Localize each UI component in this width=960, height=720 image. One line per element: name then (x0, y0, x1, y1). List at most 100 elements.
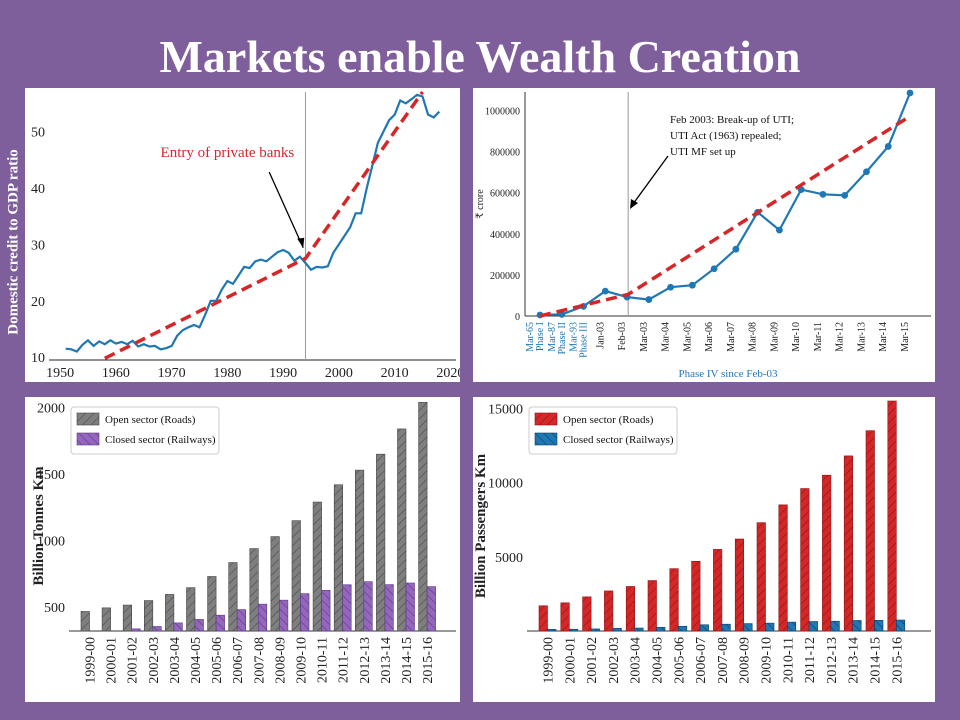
passenger-x-tick-label: 2014-15 (869, 637, 884, 684)
passenger-bar-railways (895, 619, 906, 632)
freight-x-tick-label: 2006-07 (231, 637, 246, 684)
passenger-x-tick-label: 2000-01 (563, 637, 578, 684)
credit-ratio-line (65, 93, 441, 353)
passenger-bar-roads (560, 602, 570, 632)
passenger-bar-roads (734, 538, 745, 632)
mf-aum-point (884, 143, 892, 150)
passenger-bar-railways (874, 620, 884, 632)
passenger-bar-roads (843, 455, 854, 632)
passenger-bar-railways (830, 620, 840, 632)
passenger-bar-railways (699, 624, 709, 632)
passenger-x-tick-label: 2002-03 (607, 637, 622, 684)
freight-bar-roads (186, 587, 196, 632)
mf-annotation-line: UTI MF set up (670, 146, 736, 158)
freight-bar-roads (144, 600, 154, 632)
passenger-bar-roads (669, 568, 679, 632)
mf-x-tick-label: Mar-13 (856, 322, 867, 352)
passenger-x-tick-label: 2011-12 (803, 637, 818, 683)
credit-ratio-svg: 1950 1960 1970 1980 1990 2000 2010 2020 10 20 30 40… (31, 90, 460, 381)
freight-bar-roads (418, 402, 428, 632)
mf-x-tick-label: Mar-11 (813, 322, 824, 351)
freight-x-tick-label: 2011-12 (337, 637, 352, 683)
mf-aum-point (863, 168, 870, 176)
passenger-bar-roads (800, 488, 810, 632)
mf-x-axis-label: Phase IV since Feb-03 (678, 368, 778, 380)
freight-bar-railways (342, 584, 352, 632)
freight-bar-railways (173, 622, 183, 632)
passenger-bar-railways (612, 628, 622, 632)
passenger-legend-label: Open sector (Roads) (563, 414, 654, 426)
passenger-x-tick-label: 2008-09 (738, 637, 753, 684)
passenger-bar-roads (887, 400, 897, 632)
mf-aum-point (667, 283, 674, 291)
mf-y-tick-label: 0 (515, 312, 520, 323)
freight-bar-railways (194, 619, 204, 632)
mf-x-tick-label: Mar-65 (525, 322, 536, 352)
mf-x-tick-label: Phase III (579, 322, 590, 358)
credit-x-tick-label: 2010 (381, 366, 409, 381)
credit-x-tick-label: 1980 (213, 366, 241, 381)
mf-x-tick-label: Mar-93 (569, 322, 580, 352)
freight-x-tick-label: 2000-01 (105, 637, 120, 684)
passenger-bar-roads (778, 504, 788, 632)
credit-y-tick-label: 30 (31, 238, 45, 253)
credit-y-tick-label: 20 (31, 295, 45, 310)
passenger-bar-roads (713, 549, 723, 632)
freight-bar-roads (397, 428, 407, 632)
passenger-x-tick-label: 2005-06 (672, 637, 687, 684)
passenger-x-tick-label: 2015-16 (890, 637, 905, 684)
credit-x-tick-label: 1990 (269, 366, 297, 381)
mf-y-tick-label: 1000000 (485, 106, 520, 117)
mf-y-axis-label: ₹ crore (475, 189, 486, 219)
passenger-bar-railways (721, 623, 731, 632)
mf-x-tick-label: Mar-87 (547, 322, 558, 352)
mf-annotation-line: UTI Act (1963) repealed; (670, 130, 781, 142)
credit-trend-line (104, 90, 424, 360)
mf-aum-point (645, 296, 653, 303)
credit-x-tick-label: 1950 (46, 366, 74, 381)
passenger-bar-roads (625, 586, 635, 632)
freight-x-tick-label: 1999-00 (84, 637, 99, 684)
mf-y-tick-label: 800000 (490, 148, 520, 159)
freight-bar-railways (321, 590, 331, 632)
passenger-bar-roads (822, 474, 832, 632)
passenger-x-tick-label: 2009-10 (760, 637, 775, 684)
freight-bar-roads (122, 604, 132, 632)
passenger-bar-railways (852, 620, 862, 632)
freight-bar-roads (249, 548, 259, 632)
freight-legend-swatch (76, 412, 100, 426)
passenger-chart: 5000 10000 15000 Billion Passengers Km 1999-… (473, 397, 935, 702)
freight-x-tick-label: 2009-10 (295, 637, 310, 684)
freight-svg: 500 1000 1500 2000 Billion Tonnes Km 1999-00 2… (31, 402, 456, 684)
mf-x-tick-label: Mar-12 (835, 322, 846, 352)
passenger-bar-railways (786, 621, 797, 632)
mf-aum-point (710, 265, 718, 273)
credit-annotation-arrow-shaft (268, 171, 304, 248)
freight-y-tick-label: 500 (44, 601, 65, 616)
freight-x-tick-label: 2007-08 (252, 637, 267, 684)
freight-bar-roads (80, 611, 90, 632)
credit-x-tick-label: 1960 (102, 366, 130, 381)
mf-x-tick-label: Mar-07 (726, 322, 737, 352)
freight-bar-roads (333, 484, 344, 632)
passenger-bar-railways (656, 626, 666, 632)
freight-y-axis-label: Billion Tonnes Km (31, 466, 47, 586)
freight-bar-railways (152, 626, 162, 632)
freight-legend-box (70, 406, 220, 455)
passenger-legend-box (528, 406, 678, 455)
mf-aum-point (906, 89, 914, 97)
freight-bar-roads (291, 520, 301, 632)
freight-bar-railways (215, 614, 225, 632)
credit-y-tick-label: 10 (31, 351, 45, 366)
mutual-fund-aum-chart: 0 200000 400000 600000 800000 1000000 ₹ crore M… (473, 88, 935, 382)
freight-bar-roads (228, 562, 238, 632)
passenger-bar-roads (604, 590, 614, 632)
passenger-bar-railways (634, 627, 644, 632)
freight-bar-railways (405, 582, 415, 632)
mf-x-tick-label: Mar-06 (704, 322, 715, 352)
mf-x-tick-label: Mar-14 (878, 322, 889, 352)
freight-bar-roads (270, 536, 280, 632)
mf-aum-point (819, 190, 827, 198)
freight-x-tick-label: 2010-11 (316, 637, 331, 683)
mf-aum-point (776, 226, 783, 234)
